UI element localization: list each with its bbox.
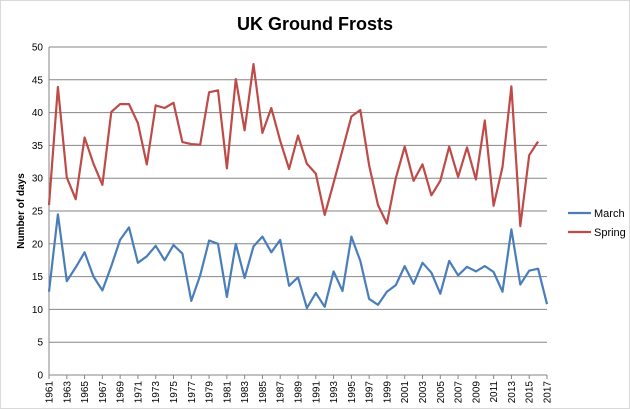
y-tick-label-45: 45 [32, 75, 44, 86]
y-tick-label-25: 25 [32, 207, 44, 218]
x-tick-label-2015: 2015 [525, 381, 536, 404]
series-lines [47, 62, 549, 310]
series-line-march [47, 213, 549, 310]
x-tick-label-1971: 1971 [133, 381, 144, 404]
x-tick-label-1973: 1973 [151, 381, 162, 404]
x-tick-label-1985: 1985 [258, 381, 269, 404]
x-tick-label-2007: 2007 [454, 381, 465, 404]
x-tick-label-1987: 1987 [276, 381, 287, 404]
x-tick-label-1993: 1993 [329, 381, 340, 404]
x-tick-labels: 1961 1963 1965 1967 1969 1971 1973 1975 1977 1979… [45, 381, 554, 404]
x-tick-label-2001: 2001 [400, 381, 411, 404]
series-line-spring [47, 62, 540, 228]
y-tick-label-20: 20 [32, 239, 44, 250]
y-tick-label-0: 0 [37, 371, 43, 382]
y-tick-label-50: 50 [32, 43, 44, 54]
x-tick-label-1977: 1977 [187, 381, 198, 404]
x-tick-label-1975: 1975 [169, 381, 180, 404]
y-tick-labels: 0 5 10 15 20 25 30 35 40 45 50 [32, 43, 44, 382]
y-tick-label-10: 10 [32, 305, 44, 316]
y-tick-label-15: 15 [32, 272, 44, 283]
legend: March Spring [568, 208, 626, 239]
x-tick-label-1965: 1965 [80, 381, 91, 404]
x-tick-label-1989: 1989 [294, 381, 305, 404]
y-tick-label-5: 5 [37, 338, 43, 349]
x-tick-label-1995: 1995 [347, 381, 358, 404]
y-tick-label-40: 40 [32, 108, 44, 119]
x-tick-label-2017: 2017 [543, 381, 554, 404]
gridlines [49, 46, 547, 343]
x-tick-label-1963: 1963 [62, 381, 73, 404]
x-tick-label-1999: 1999 [382, 381, 393, 404]
legend-label-spring: Spring [594, 227, 626, 239]
x-tick-label-2013: 2013 [507, 381, 518, 404]
y-tick-label-30: 30 [32, 174, 44, 185]
chart-title: UK Ground Frosts [237, 14, 393, 34]
x-tick-label-2011: 2011 [489, 381, 500, 403]
x-tick-label-1961: 1961 [45, 381, 56, 404]
x-tick-label-2009: 2009 [471, 381, 482, 404]
y-tick-label-35: 35 [32, 141, 44, 152]
x-tick-label-2005: 2005 [436, 381, 447, 404]
legend-label-march: March [594, 208, 625, 220]
x-tick-label-1983: 1983 [240, 381, 251, 404]
x-tick-label-1967: 1967 [98, 381, 109, 404]
y-axis-label: Number of days [16, 173, 27, 249]
x-tick-label-1991: 1991 [311, 381, 322, 404]
x-tick-label-1969: 1969 [116, 381, 127, 404]
x-tick-label-1997: 1997 [365, 381, 376, 404]
axes [48, 47, 548, 379]
x-tick-label-2003: 2003 [418, 381, 429, 404]
x-tick-label-1979: 1979 [205, 381, 216, 404]
x-tick-label-1981: 1981 [222, 381, 233, 404]
